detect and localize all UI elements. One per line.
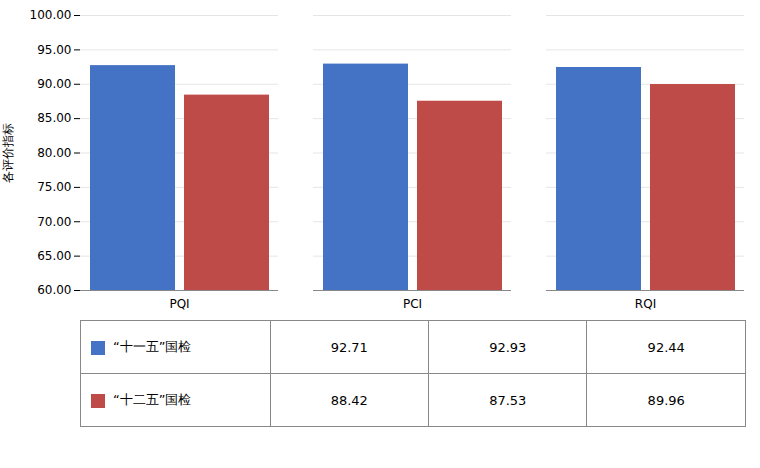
svg-text:95.00: 95.00	[37, 43, 71, 57]
svg-text:65.00: 65.00	[37, 249, 71, 263]
html-text:89.96: 89.96	[647, 392, 685, 408]
svg-text:各评价指标: 各评价指标	[1, 123, 15, 183]
svg-text:100.00: 100.00	[30, 8, 72, 22]
svg-text:90.00: 90.00	[37, 77, 71, 91]
svg-text:75.00: 75.00	[37, 180, 71, 194]
html-text:“十二五”国检: “十二五”国检	[113, 392, 192, 407]
svg-text:PQI: PQI	[169, 297, 189, 311]
svg-text:70.00: 70.00	[37, 215, 71, 229]
html-text:88.42: 88.42	[330, 392, 368, 408]
html-text:92.44: 92.44	[647, 339, 685, 355]
html-text:92.71: 92.71	[330, 339, 368, 355]
html-text:87.53: 87.53	[489, 392, 527, 408]
svg-text:PCI: PCI	[403, 297, 422, 311]
html-text:“十一五”国检: “十一五”国检	[113, 339, 192, 354]
svg-text:RQI: RQI	[635, 297, 656, 311]
svg-text:80.00: 80.00	[37, 146, 71, 160]
html-text:92.93: 92.93	[489, 339, 527, 355]
svg-text:85.00: 85.00	[37, 111, 71, 125]
svg-text:60.00: 60.00	[37, 283, 71, 297]
